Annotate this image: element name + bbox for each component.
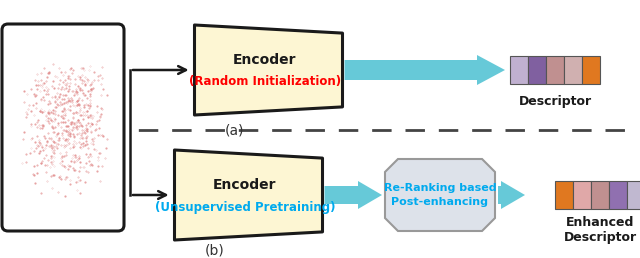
Text: (a): (a) bbox=[225, 123, 244, 137]
Bar bbox=[510, 56, 528, 84]
Bar bbox=[582, 56, 600, 84]
Polygon shape bbox=[344, 55, 505, 85]
Bar bbox=[546, 56, 564, 84]
Text: Encoder: Encoder bbox=[233, 53, 297, 67]
Bar bbox=[528, 56, 546, 84]
Bar bbox=[627, 181, 640, 209]
Text: Encoder: Encoder bbox=[213, 178, 276, 192]
Text: (Random Initialization): (Random Initialization) bbox=[189, 76, 341, 88]
Bar bbox=[564, 56, 582, 84]
FancyBboxPatch shape bbox=[2, 24, 124, 231]
Text: (b): (b) bbox=[205, 243, 225, 257]
Text: Descriptor: Descriptor bbox=[518, 95, 591, 109]
Bar bbox=[555, 181, 573, 209]
Bar bbox=[609, 181, 627, 209]
Text: (Unsupervised Pretraining): (Unsupervised Pretraining) bbox=[155, 200, 335, 214]
Polygon shape bbox=[195, 25, 342, 115]
Polygon shape bbox=[498, 181, 525, 209]
Bar bbox=[573, 181, 591, 209]
Text: Enhanced
Descriptor: Enhanced Descriptor bbox=[563, 215, 637, 245]
Text: Re-Ranking based
Post-enhancing: Re-Ranking based Post-enhancing bbox=[384, 183, 496, 207]
Polygon shape bbox=[324, 181, 382, 209]
Bar bbox=[591, 181, 609, 209]
Polygon shape bbox=[175, 150, 323, 240]
Polygon shape bbox=[385, 159, 495, 231]
